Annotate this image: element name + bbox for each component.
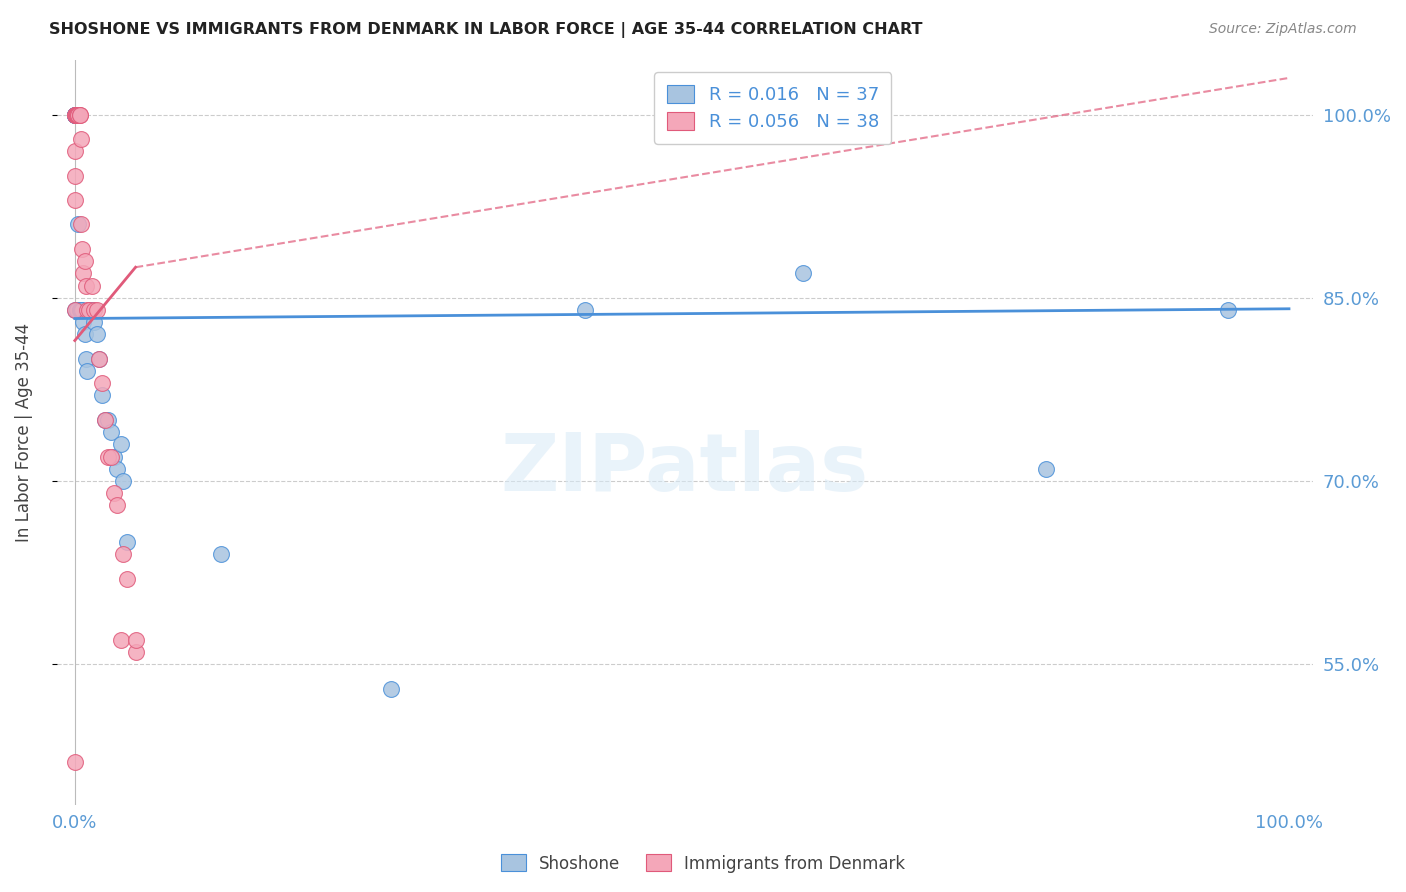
Point [112, 474, 135, 488]
Point [63, 107, 86, 121]
Point [76, 364, 98, 378]
Point [69, 303, 91, 318]
Point [792, 266, 814, 280]
Point [79, 303, 101, 318]
Point [72, 315, 94, 329]
Point [66, 303, 89, 318]
Point [63, 107, 86, 121]
Point [105, 462, 128, 476]
Point [73, 254, 96, 268]
Point [67, 107, 90, 121]
Point [103, 486, 125, 500]
Point [69, 107, 91, 121]
Point [72, 266, 94, 280]
Point [574, 303, 596, 318]
Point [63, 169, 86, 183]
Point [87, 351, 110, 366]
Point [65, 107, 87, 121]
Point [63, 107, 86, 121]
Point [124, 632, 146, 647]
Point [67, 218, 90, 232]
Point [86, 303, 108, 318]
Point [83, 303, 105, 318]
Point [65, 107, 87, 121]
Point [70, 242, 93, 256]
Point [69, 107, 91, 121]
Point [100, 450, 122, 464]
Point [112, 547, 135, 561]
Point [110, 632, 132, 647]
Point [63, 107, 86, 121]
Point [70, 303, 93, 318]
Point [94, 413, 117, 427]
Point [103, 450, 125, 464]
Text: SHOSHONE VS IMMIGRANTS FROM DENMARK IN LABOR FORCE | AGE 35-44 CORRELATION CHART: SHOSHONE VS IMMIGRANTS FROM DENMARK IN L… [49, 22, 922, 38]
Point [87, 351, 110, 366]
Point [209, 547, 232, 561]
Point [69, 303, 91, 318]
Point [1035, 462, 1057, 476]
Point [80, 303, 103, 318]
Text: Source: ZipAtlas.com: Source: ZipAtlas.com [1209, 22, 1357, 37]
Point [380, 681, 402, 696]
Point [63, 303, 86, 318]
Point [63, 107, 86, 121]
Point [80, 278, 103, 293]
Point [97, 413, 120, 427]
Point [63, 193, 86, 207]
Point [94, 413, 117, 427]
Point [90, 376, 112, 391]
Point [100, 425, 122, 439]
Point [63, 755, 86, 769]
Point [70, 218, 93, 232]
Point [66, 107, 89, 121]
Legend: R = 0.016   N = 37, R = 0.056   N = 38: R = 0.016 N = 37, R = 0.056 N = 38 [654, 72, 891, 144]
Point [67, 107, 90, 121]
Point [1218, 303, 1240, 318]
Point [79, 303, 101, 318]
Point [63, 107, 86, 121]
Point [105, 499, 128, 513]
Legend: Shoshone, Immigrants from Denmark: Shoshone, Immigrants from Denmark [495, 847, 911, 880]
Point [66, 303, 89, 318]
Point [70, 303, 93, 318]
Point [63, 145, 86, 159]
Point [63, 303, 86, 318]
Point [63, 107, 86, 121]
Point [73, 327, 96, 342]
Point [97, 450, 120, 464]
Point [66, 107, 89, 121]
Point [83, 315, 105, 329]
Point [115, 535, 138, 549]
Text: ZIPatlas: ZIPatlas [501, 431, 869, 508]
Point [75, 278, 97, 293]
Point [76, 303, 98, 318]
Point [90, 388, 112, 402]
Y-axis label: In Labor Force | Age 35-44: In Labor Force | Age 35-44 [15, 323, 32, 541]
Point [110, 437, 132, 451]
Point [115, 572, 138, 586]
Point [124, 645, 146, 659]
Point [70, 132, 93, 146]
Point [75, 351, 97, 366]
Point [86, 327, 108, 342]
